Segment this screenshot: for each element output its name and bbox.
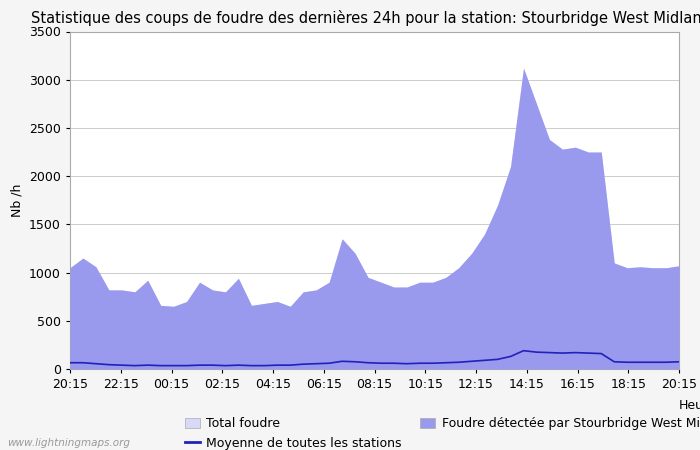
Text: Heure: Heure	[679, 400, 700, 412]
Legend: Total foudre, Moyenne de toutes les stations, Foudre détectée par Stourbridge We: Total foudre, Moyenne de toutes les stat…	[180, 412, 700, 450]
Text: www.lightningmaps.org: www.lightningmaps.org	[7, 438, 130, 448]
Y-axis label: Nb /h: Nb /h	[10, 184, 24, 217]
Title: Statistique des coups de foudre des dernières 24h pour la station: Stourbridge W: Statistique des coups de foudre des dern…	[31, 10, 700, 26]
